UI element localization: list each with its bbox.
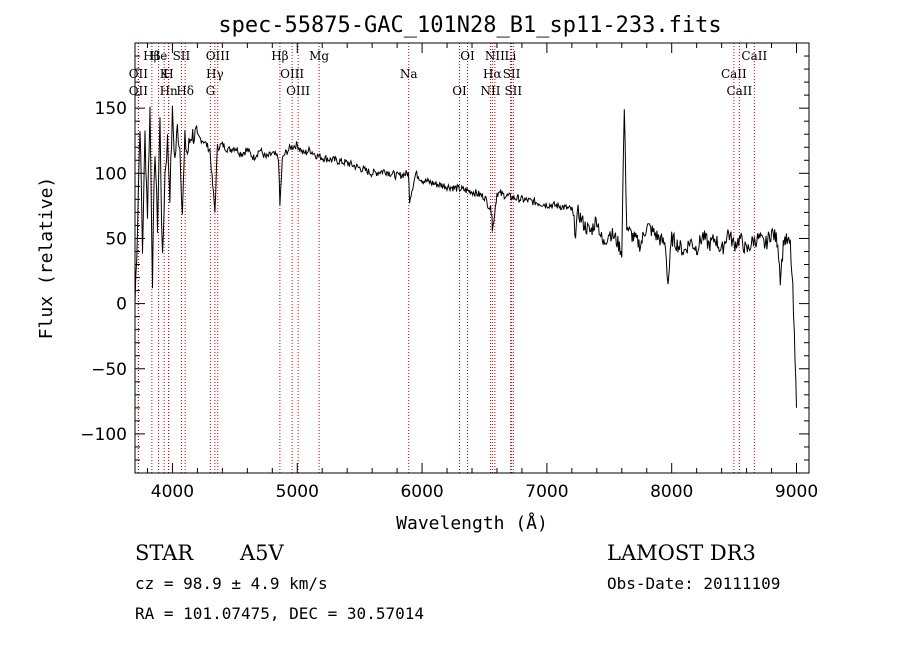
- y-tick-label: 50: [105, 229, 127, 249]
- x-tick-label: 9000: [775, 482, 818, 502]
- spectral-line-label: K: [160, 67, 170, 81]
- coordinates: RA = 101.07475, DEC = 30.57014: [135, 604, 424, 623]
- spectral-line-label: NII: [485, 49, 505, 63]
- y-tick-label: 100: [95, 164, 127, 184]
- spectral-line-label: G: [206, 84, 216, 98]
- spectral-line-label: CaII: [721, 67, 747, 81]
- observation-date: Obs-Date: 20111109: [607, 574, 780, 593]
- spectral-line-label: CaII: [741, 49, 767, 63]
- x-axis-label: Wavelength (Å): [396, 512, 548, 534]
- spectral-line-label: Li: [505, 49, 517, 63]
- x-tick-label: 4000: [151, 482, 194, 502]
- plot-frame: [134, 42, 810, 474]
- spectral-line-label: OI: [460, 49, 475, 63]
- y-tick-label: −50: [91, 360, 127, 380]
- spectral-line-label: OII: [129, 67, 149, 81]
- spectral-line-label: SII: [173, 49, 191, 63]
- object-class: STAR: [135, 541, 194, 565]
- spectral-line-label: Hγ: [206, 67, 224, 81]
- x-tick-label: 8000: [650, 482, 693, 502]
- spectral-line-markers: [137, 43, 755, 473]
- y-tick-label: 0: [116, 295, 127, 315]
- spectral-line-label: SII: [504, 84, 522, 98]
- spectrum-line: [134, 105, 797, 408]
- spectral-line-label: Hn: [160, 84, 178, 98]
- spectral-line-label: OII: [129, 84, 149, 98]
- y-axis-label: Flux (relative): [36, 177, 57, 340]
- y-tick-label: 150: [95, 99, 127, 119]
- spectral-line-label: SII: [503, 67, 521, 81]
- x-tick-label: 6000: [400, 482, 443, 502]
- redshift-info: cz = 98.9 ± 4.9 km/s: [135, 574, 328, 593]
- spectral-line-label: CaII: [726, 84, 752, 98]
- spectral-line-label: NII: [480, 84, 500, 98]
- survey-name: LAMOST DR3: [607, 541, 756, 565]
- x-tick-label: 5000: [276, 482, 319, 502]
- spectral-line-label: OIII: [286, 84, 310, 98]
- spectral-line-label: OIII: [280, 67, 304, 81]
- spectral-line-label: H: [163, 67, 173, 81]
- spectral-line-label: He: [150, 49, 168, 63]
- spectral-line-label: Hβ: [143, 49, 160, 63]
- object-subclass: A5V: [239, 541, 285, 565]
- y-tick-label: −100: [80, 425, 127, 445]
- x-axis-ticks: 4000 5000 6000 7000 8000 9000: [146, 43, 818, 502]
- spectral-line-label: Hβ: [271, 49, 288, 63]
- spectral-line-label: OIII: [206, 49, 230, 63]
- spectral-line-label: Hα: [483, 67, 502, 81]
- spectral-line-labels: HβOIIOIIHeKHnSIIHHδOIIIHγGHβOIIIOIIIMgNa…: [129, 49, 768, 98]
- y-axis-ticks: −100 −50 0 50 100 150: [80, 55, 809, 461]
- spectral-line-label: Hδ: [176, 84, 194, 98]
- x-tick-label: 7000: [525, 482, 568, 502]
- spectral-line-label: Na: [400, 67, 418, 81]
- spectral-line-label: OI: [452, 84, 467, 98]
- chart-title: spec-55875-GAC_101N28_B1_sp11-233.fits: [218, 13, 721, 38]
- spectral-line-label: Mg: [309, 49, 329, 63]
